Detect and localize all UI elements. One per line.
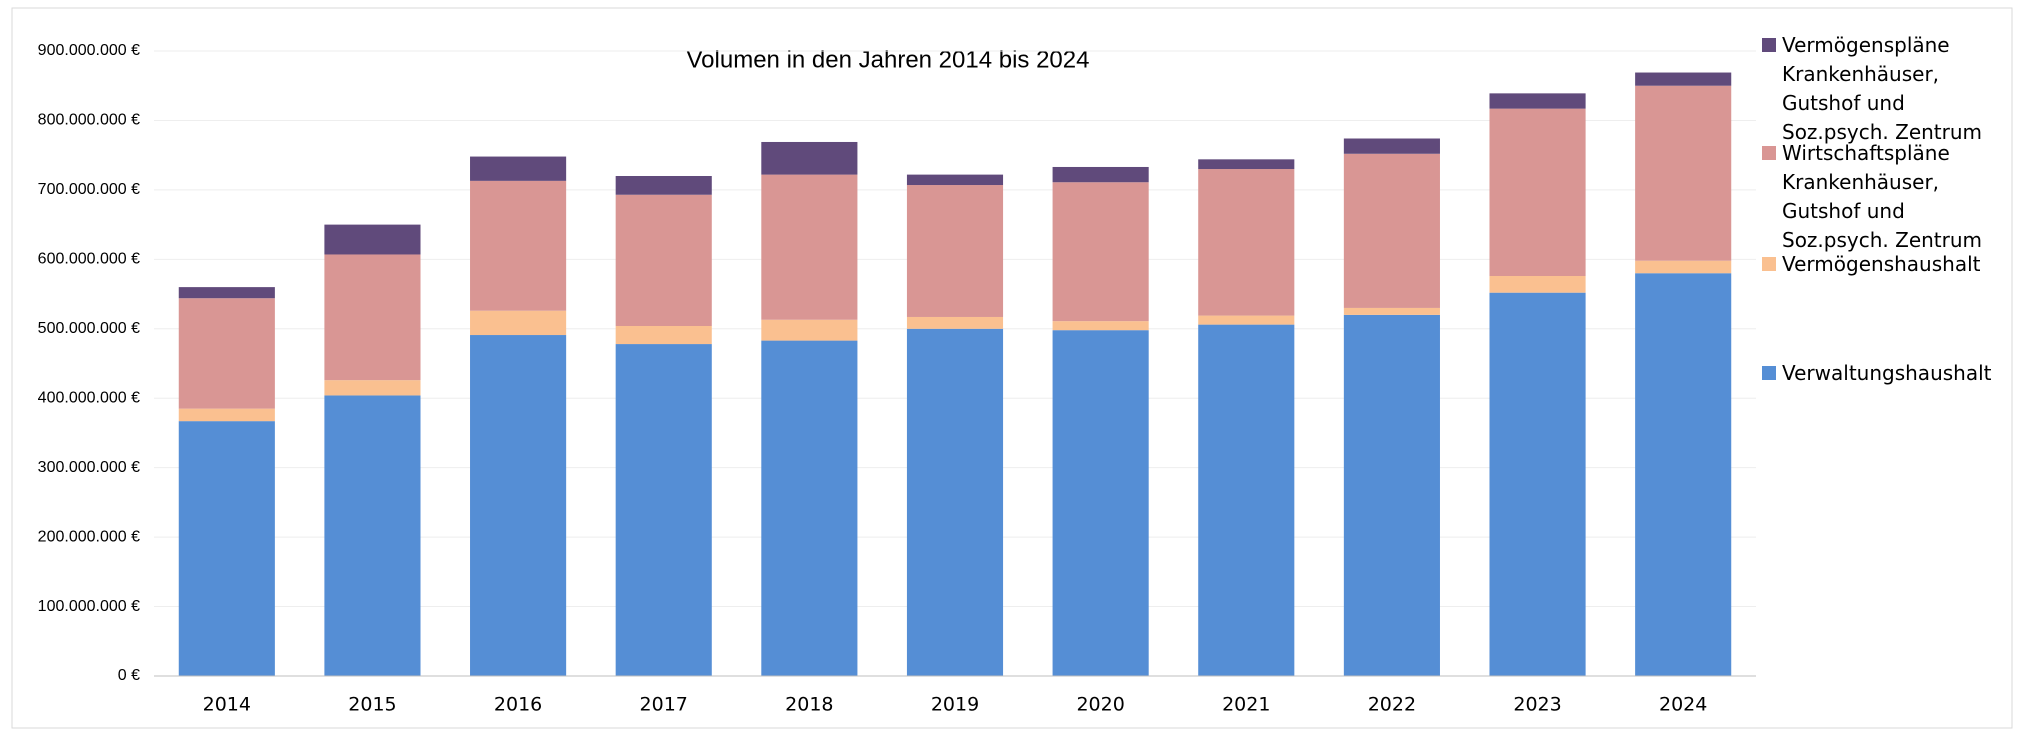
bar-segment	[178, 408, 275, 422]
legend-item: Vermögenshaushalt	[1762, 250, 2012, 279]
bar-segment	[1489, 276, 1586, 293]
bar-segment	[1489, 108, 1586, 276]
y-tick-label: 800.000.000 €	[38, 112, 140, 129]
bar-segment	[1198, 169, 1295, 316]
bar-segment	[1635, 72, 1732, 86]
legend-swatch	[1762, 146, 1776, 160]
bar-segment	[1343, 314, 1440, 676]
bar-segment	[178, 287, 275, 299]
bar-segment	[1635, 260, 1732, 274]
y-tick-label: 300.000.000 €	[38, 459, 140, 476]
legend-label: Vermögenspläne Krankenhäuser, Gutshof un…	[1782, 33, 1983, 144]
legend-swatch	[1762, 38, 1776, 52]
bar-segment	[324, 254, 421, 381]
x-tick-label: 2020	[1076, 694, 1124, 716]
bar-segment	[178, 298, 275, 409]
bar-segment	[1635, 85, 1732, 261]
bar-segment	[906, 185, 1004, 317]
x-tick-label: 2015	[348, 694, 396, 716]
bar-segment	[1052, 166, 1149, 183]
y-tick-label: 700.000.000 €	[38, 181, 140, 198]
bar-segment	[470, 310, 567, 336]
bar-segment	[615, 326, 712, 345]
x-tick-label: 2023	[1513, 694, 1561, 716]
chart-title: Volumen in den Jahren 2014 bis 2024	[687, 46, 1090, 73]
bar-segment	[470, 156, 567, 181]
legend-label: Verwaltungshaushalt	[1782, 361, 1992, 385]
bar-segment	[1489, 93, 1586, 109]
bar-segment	[761, 319, 858, 341]
bar-segment	[1343, 307, 1440, 315]
bar-segment	[1635, 273, 1732, 676]
legend-label: Vermögenshaushalt	[1782, 252, 1981, 276]
bar-segment	[906, 316, 1004, 329]
legend-item: Vermögenspläne Krankenhäuser, Gutshof un…	[1762, 31, 2012, 147]
bar-segment	[324, 395, 421, 676]
y-tick-label: 0 €	[118, 667, 140, 684]
bar-segment	[1052, 330, 1149, 676]
bar-segment	[1489, 292, 1586, 676]
bar-segment	[615, 176, 712, 195]
x-tick-label: 2017	[640, 694, 688, 716]
bar-segment	[1198, 324, 1295, 676]
y-tick-label: 900.000.000 €	[38, 42, 140, 59]
bar-segment	[1198, 315, 1295, 325]
x-tick-label: 2022	[1368, 694, 1416, 716]
y-tick-label: 200.000.000 €	[38, 528, 140, 545]
bar-segment	[1198, 159, 1295, 170]
bar-segment	[1343, 138, 1440, 154]
legend-swatch	[1762, 366, 1776, 380]
x-tick-label: 2014	[203, 694, 251, 716]
bar-segment	[615, 194, 712, 326]
bar-segment	[470, 335, 567, 676]
y-tick-label: 500.000.000 €	[38, 320, 140, 337]
bar-segment	[324, 224, 421, 255]
chart-border	[11, 7, 2013, 729]
bar-segment	[1052, 182, 1149, 322]
legend-label: Wirtschaftspläne Krankenhäuser, Gutshof …	[1782, 141, 1983, 252]
bar-segment	[906, 174, 1004, 186]
x-tick-label: 2019	[931, 694, 979, 716]
x-tick-label: 2018	[785, 694, 833, 716]
x-tick-label: 2016	[494, 694, 542, 716]
bar-segment	[761, 141, 858, 175]
bar-segment	[761, 340, 858, 676]
bar-segment	[1052, 321, 1149, 331]
bar-segment	[761, 174, 858, 320]
bar-segment	[906, 328, 1004, 676]
legend-item: Verwaltungshaushalt	[1762, 359, 2012, 388]
bar-segment	[1343, 153, 1440, 308]
y-tick-label: 400.000.000 €	[38, 389, 140, 406]
bar-segment	[324, 380, 421, 396]
x-tick-label: 2024	[1659, 694, 1707, 716]
bar-segment	[178, 421, 275, 676]
legend-swatch	[1762, 257, 1776, 271]
y-tick-label: 100.000.000 €	[38, 598, 140, 615]
bar-segment	[470, 180, 567, 311]
bar-segment	[615, 344, 712, 676]
x-tick-label: 2021	[1222, 694, 1270, 716]
legend-item: Wirtschaftspläne Krankenhäuser, Gutshof …	[1762, 139, 2012, 255]
y-tick-label: 600.000.000 €	[38, 251, 140, 268]
